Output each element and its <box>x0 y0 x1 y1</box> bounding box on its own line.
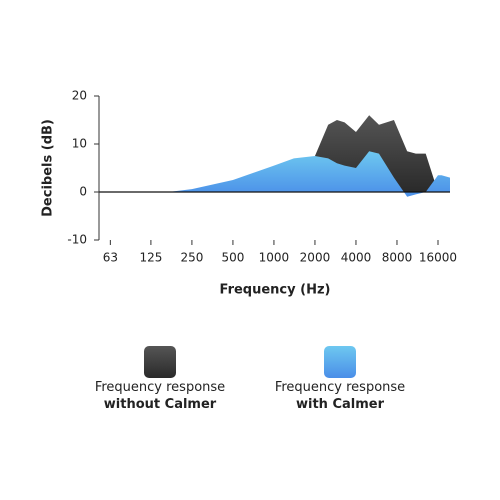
y-tick-label: 0 <box>79 185 87 199</box>
x-tick-label: 8000 <box>382 251 413 265</box>
x-tick-label: 63 <box>103 251 118 265</box>
x-tick-label: 2000 <box>300 251 331 265</box>
y-tick-label: -10 <box>67 233 87 247</box>
x-axis-label: Frequency (Hz) <box>220 283 331 298</box>
x-tick-label: 1000 <box>259 251 290 265</box>
x-tick-label: 125 <box>139 251 162 265</box>
x-tick-label: 16000 <box>419 251 457 265</box>
y-axis-label: Decibels (dB) <box>41 119 56 217</box>
x-tick-label: 500 <box>221 251 244 265</box>
legend-label: Frequency response with Calmer <box>274 380 406 412</box>
x-tick-label: 4000 <box>341 251 372 265</box>
legend-swatch <box>324 346 356 378</box>
x-tick-label: 250 <box>180 251 203 265</box>
y-tick-label: 10 <box>72 137 87 151</box>
y-tick-label: 20 <box>72 89 87 103</box>
legend-label: Frequency response without Calmer <box>94 380 226 412</box>
area <box>99 151 450 197</box>
legend-swatch <box>144 346 176 378</box>
